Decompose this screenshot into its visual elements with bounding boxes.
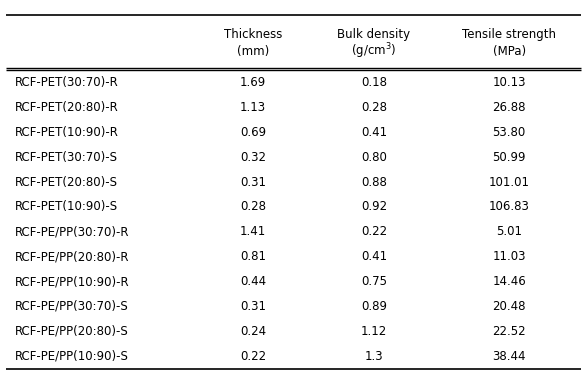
Text: 0.41: 0.41 [361, 250, 387, 263]
Text: RCF-PET(20:80)-R: RCF-PET(20:80)-R [15, 101, 119, 114]
Text: 0.24: 0.24 [240, 325, 266, 338]
Text: 0.31: 0.31 [240, 175, 266, 189]
Text: 0.41: 0.41 [361, 126, 387, 139]
Text: 0.18: 0.18 [361, 76, 387, 89]
Text: 38.44: 38.44 [492, 350, 526, 363]
Text: 0.80: 0.80 [361, 151, 387, 163]
Text: 14.46: 14.46 [492, 275, 526, 288]
Text: 0.22: 0.22 [361, 225, 387, 238]
Text: 0.28: 0.28 [240, 201, 266, 214]
Text: 0.89: 0.89 [361, 300, 387, 313]
Text: 106.83: 106.83 [489, 201, 529, 214]
Text: 0.81: 0.81 [240, 250, 266, 263]
Text: Tensile strength: Tensile strength [462, 28, 556, 41]
Text: RCF-PE/PP(30:70)-S: RCF-PE/PP(30:70)-S [15, 300, 129, 313]
Text: 1.12: 1.12 [361, 325, 387, 338]
Text: 22.52: 22.52 [492, 325, 526, 338]
Text: RCF-PE/PP(20:80)-R: RCF-PE/PP(20:80)-R [15, 250, 129, 263]
Text: 1.41: 1.41 [240, 225, 266, 238]
Text: 0.92: 0.92 [361, 201, 387, 214]
Text: (mm): (mm) [237, 45, 269, 58]
Text: 26.88: 26.88 [492, 101, 526, 114]
Text: 5.01: 5.01 [496, 225, 522, 238]
Text: 20.48: 20.48 [492, 300, 526, 313]
Text: RCF-PET(10:90)-S: RCF-PET(10:90)-S [15, 201, 118, 214]
Text: 101.01: 101.01 [489, 175, 529, 189]
Text: 0.44: 0.44 [240, 275, 266, 288]
Text: 1.13: 1.13 [240, 101, 266, 114]
Text: (MPa): (MPa) [492, 45, 526, 58]
Text: 0.31: 0.31 [240, 300, 266, 313]
Text: 50.99: 50.99 [492, 151, 526, 163]
Text: 1.3: 1.3 [365, 350, 383, 363]
Text: 0.88: 0.88 [361, 175, 387, 189]
Text: RCF-PET(10:90)-R: RCF-PET(10:90)-R [15, 126, 119, 139]
Text: Thickness: Thickness [224, 28, 282, 41]
Text: RCF-PE/PP(30:70)-R: RCF-PE/PP(30:70)-R [15, 225, 129, 238]
Text: 1.69: 1.69 [240, 76, 266, 89]
Text: RCF-PET(30:70)-R: RCF-PET(30:70)-R [15, 76, 119, 89]
Text: RCF-PET(20:80)-S: RCF-PET(20:80)-S [15, 175, 117, 189]
Text: RCF-PE/PP(10:90)-R: RCF-PE/PP(10:90)-R [15, 275, 129, 288]
Text: Bulk density: Bulk density [338, 28, 410, 41]
Text: 53.80: 53.80 [492, 126, 526, 139]
Text: RCF-PE/PP(10:90)-S: RCF-PE/PP(10:90)-S [15, 350, 129, 363]
Text: 0.69: 0.69 [240, 126, 266, 139]
Text: 0.22: 0.22 [240, 350, 266, 363]
Text: 0.32: 0.32 [240, 151, 266, 163]
Text: RCF-PE/PP(20:80)-S: RCF-PE/PP(20:80)-S [15, 325, 129, 338]
Text: 0.75: 0.75 [361, 275, 387, 288]
Text: RCF-PET(30:70)-S: RCF-PET(30:70)-S [15, 151, 117, 163]
Text: 10.13: 10.13 [492, 76, 526, 89]
Text: (g/cm$^3$): (g/cm$^3$) [352, 41, 397, 61]
Text: 0.28: 0.28 [361, 101, 387, 114]
Text: 11.03: 11.03 [492, 250, 526, 263]
